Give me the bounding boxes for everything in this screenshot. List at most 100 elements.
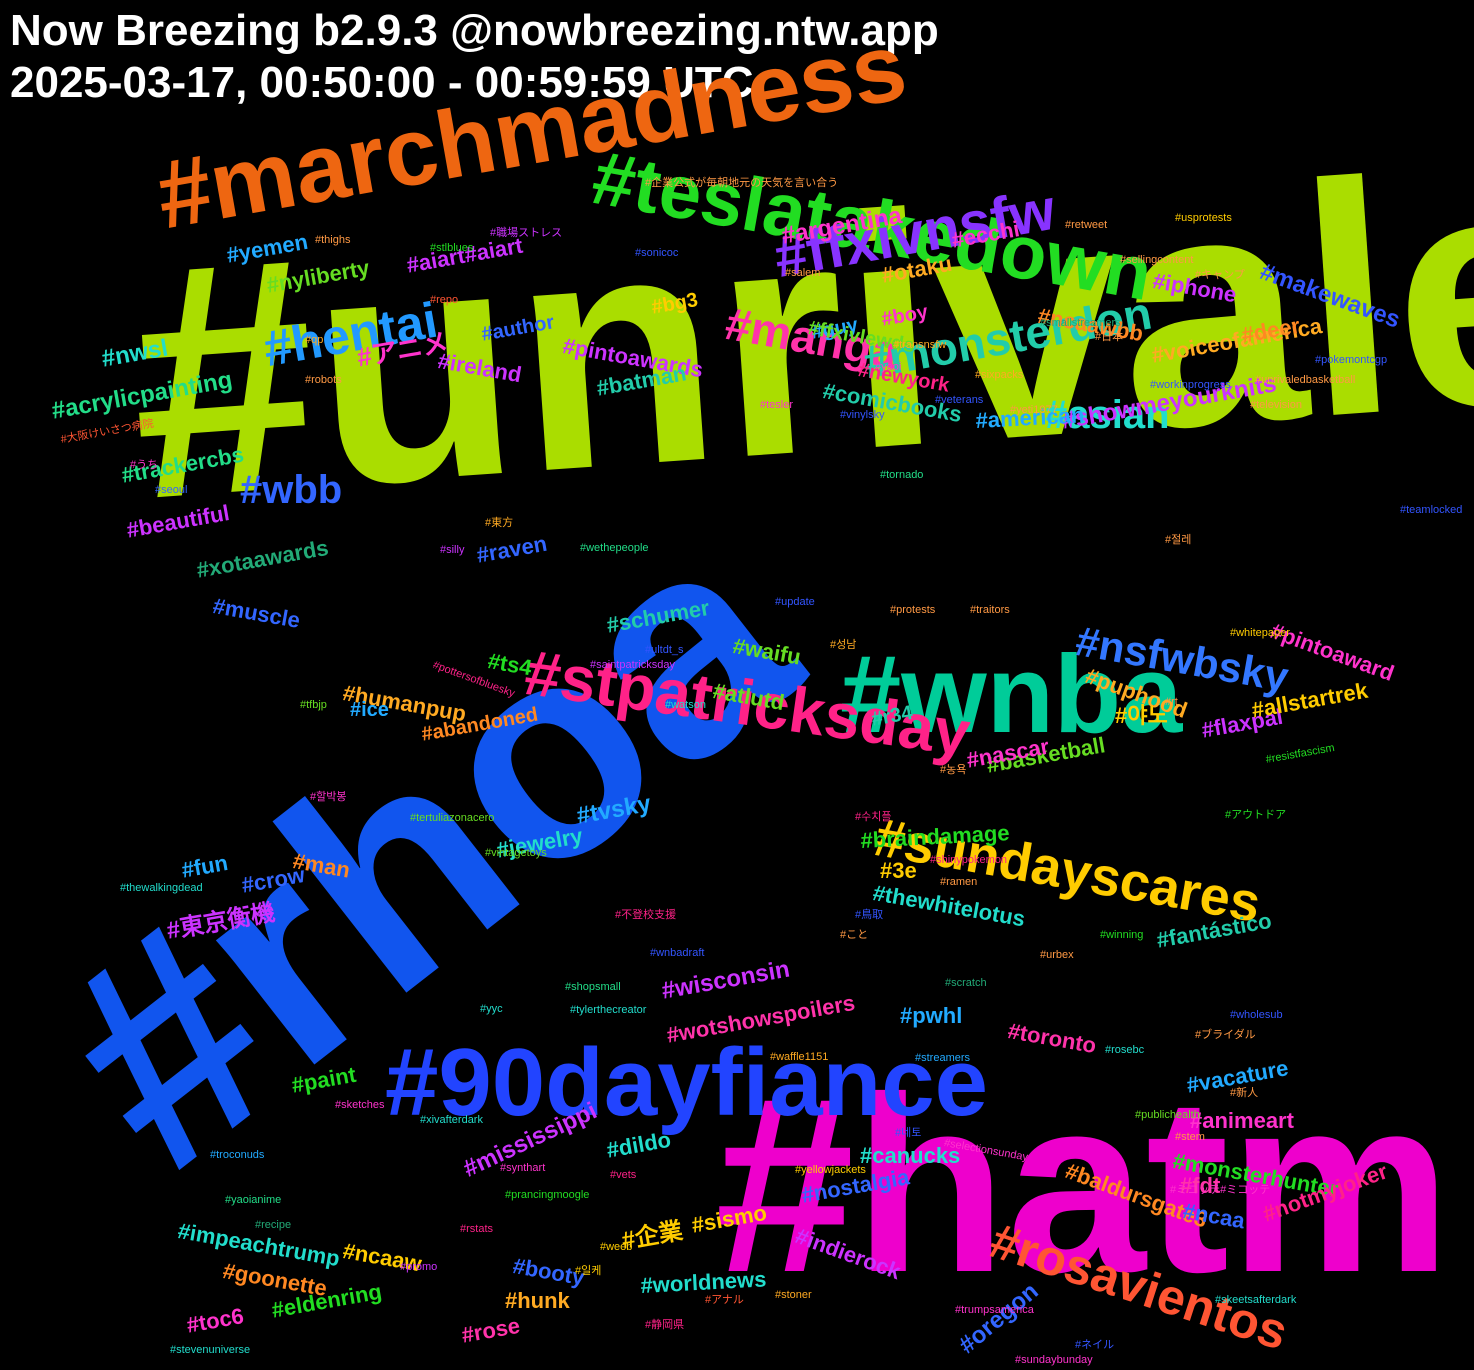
tag-small-21[interactable]: #うち <box>130 459 159 471</box>
tag-hunk[interactable]: #hunk <box>505 1288 570 1313</box>
tag-canucks[interactable]: #canucks <box>860 1143 961 1168</box>
tag-animeart[interactable]: #animeart <box>1190 1108 1294 1133</box>
tag-small-98[interactable]: #robots <box>305 374 342 386</box>
tag-small-56[interactable]: #shopsmall <box>565 981 621 993</box>
tag-small-79[interactable]: #recipe <box>255 1219 292 1231</box>
tag-small-93[interactable]: #thighs <box>315 234 351 246</box>
tag-small-10[interactable]: #pokemontcgp <box>1315 354 1388 366</box>
tag-small-81[interactable]: #weeb <box>600 1241 633 1253</box>
tag-small-70[interactable]: #네토 <box>895 1127 922 1139</box>
tag-small-55[interactable]: #urbex <box>1040 949 1074 961</box>
tag-small-29[interactable]: #update <box>775 596 815 608</box>
tag-small-24[interactable]: #teamlocked <box>1400 504 1463 516</box>
tag-small-40[interactable]: #resistfascism <box>1264 741 1336 766</box>
tag-small-4[interactable]: #retweet <box>1065 219 1108 231</box>
tag-small-89[interactable]: #stevenuniverse <box>170 1344 251 1356</box>
tag-small-67[interactable]: #xivafterdark <box>420 1114 483 1126</box>
tag-small-13[interactable]: #sixpacks <box>975 369 1024 381</box>
tag-wbb[interactable]: #wbb <box>240 468 343 512</box>
tag-small-96[interactable]: #repo <box>430 294 459 306</box>
tag-small-88[interactable]: #静岡県 <box>645 1319 685 1331</box>
tag-small-30[interactable]: #protests <box>890 604 936 616</box>
tag-small-68[interactable]: #publichealth <box>1135 1109 1200 1121</box>
tag-wisconsin[interactable]: #wisconsin <box>659 955 792 1005</box>
tag-hatm[interactable]: #hatm <box>715 1045 1452 1324</box>
tag-small-38[interactable]: #rt <box>1165 696 1178 708</box>
tag-small-33[interactable]: #성남 <box>830 639 857 651</box>
tag-asian[interactable]: #asian <box>1045 393 1170 437</box>
tag-small-66[interactable]: #sketches <box>335 1099 385 1111</box>
tag-rose[interactable]: #rose <box>459 1312 522 1348</box>
tag-small-87[interactable]: #trumpsamerica <box>955 1304 1034 1316</box>
tag-small-26[interactable]: #절레 <box>1165 534 1192 546</box>
tag-toc6[interactable]: #toc6 <box>184 1303 246 1338</box>
tag-small-84[interactable]: #stoner <box>775 1289 812 1301</box>
tag-small-42[interactable]: #할박봉 <box>310 791 347 803</box>
tag-small-18[interactable]: #television <box>1250 399 1302 411</box>
tag-small-12[interactable]: #unrivaledbasketball <box>1255 374 1356 386</box>
tag-wnba[interactable]: #wnba <box>840 633 1183 756</box>
tag-pwhl[interactable]: #pwhl <box>900 1003 963 1028</box>
tag-small-90[interactable]: #ネイル <box>1075 1339 1115 1351</box>
tag-small-27[interactable]: #silly <box>440 544 465 556</box>
tag-small-14[interactable]: #yaoi <box>875 361 902 373</box>
tag-3e[interactable]: #3e <box>880 858 917 883</box>
tag-small-60[interactable]: #wholesub <box>1230 1009 1283 1021</box>
tag-small-39[interactable]: #tfbjp <box>300 699 327 711</box>
tag-small-5[interactable]: #sellingcontent <box>1120 254 1194 266</box>
tag-small-94[interactable]: #sonicoc <box>635 247 679 259</box>
tag-small-62[interactable]: #waffle1151 <box>770 1051 829 1063</box>
tag-small-97[interactable]: #qp <box>305 334 324 346</box>
tag-small-17[interactable]: #yeti1977 <box>1010 404 1058 416</box>
tag-small-71[interactable]: #troconuds <box>210 1149 265 1161</box>
tag-small-41[interactable]: #농욕 <box>940 764 967 776</box>
tag-small-64[interactable]: #streamers <box>915 1052 971 1064</box>
tag-small-61[interactable]: #ブライダル <box>1195 1029 1256 1041</box>
tag-small-2[interactable]: #職場ストレス <box>490 227 563 239</box>
tag-small-76[interactable]: #ミコッテ#ミコッテ <box>1170 1184 1271 1196</box>
tag-muscle[interactable]: #muscle <box>211 593 303 633</box>
tag-small-22[interactable]: #seoul <box>155 484 188 496</box>
tag-small-37[interactable]: #watson <box>665 699 706 711</box>
tag-small-45[interactable]: #tertuliazonacero <box>410 812 495 824</box>
tag-small-16[interactable]: #vinylsky <box>840 409 885 421</box>
tag-small-8[interactable]: #日本 <box>1095 331 1124 343</box>
tag-small-49[interactable]: #ramen <box>940 876 978 888</box>
tag-small-58[interactable]: #yyc <box>480 1003 503 1015</box>
tag-small-51[interactable]: #鳥取 <box>855 909 884 921</box>
tag-small-95[interactable]: #salem <box>785 267 821 279</box>
tag-small-28[interactable]: #wethepeople <box>580 542 649 554</box>
tag-small-25[interactable]: #東方 <box>485 517 514 529</box>
tag-small-54[interactable]: #wnbadraft <box>650 947 705 959</box>
tag-small-78[interactable]: #yaoianime <box>225 1194 282 1206</box>
tag-small-53[interactable]: #winning <box>1100 929 1144 941</box>
tag-small-50[interactable]: #不登校支援 <box>615 909 677 921</box>
tag-small-19[interactable]: #tesler <box>760 399 794 411</box>
tag-small-74[interactable]: #vets <box>610 1169 637 1181</box>
tag-small-63[interactable]: #rosebc <box>1105 1044 1145 1056</box>
tag-small-77[interactable]: #prancingmoogle <box>505 1189 590 1201</box>
tag-small-92[interactable]: #stlblues <box>430 242 474 254</box>
tag-small-83[interactable]: #일케 <box>575 1265 602 1277</box>
tag-small-6[interactable]: #キャンプ <box>1195 269 1245 281</box>
tag-small-44[interactable]: #アウトドア <box>1225 809 1287 821</box>
tag-small-35[interactable]: #saintpatricksday <box>590 659 675 671</box>
tag-fdt[interactable]: #fdt <box>1180 1173 1221 1198</box>
tag-small-59[interactable]: #tylerthecreator <box>570 1004 647 1016</box>
tag-90dayfiance[interactable]: #90dayfiance <box>385 1029 989 1136</box>
tag-yano[interactable]: #야노 <box>1115 703 1168 728</box>
tag-small-9[interactable]: #transnsfw <box>893 339 947 351</box>
tag-small-57[interactable]: #scratch <box>945 977 987 989</box>
tag-small-47[interactable]: #shinypokemon <box>930 854 1008 866</box>
tag-small-85[interactable]: #アナル <box>705 1294 744 1306</box>
tag-small-46[interactable]: #vintagetoys <box>485 847 547 859</box>
tag-small-15[interactable]: #veterans <box>935 394 984 406</box>
tag-small-34[interactable]: #ultdt_s <box>645 644 684 656</box>
tag-small-65[interactable]: #新人 <box>1230 1087 1259 1099</box>
tag-small-73[interactable]: #synthart <box>500 1162 546 1174</box>
tag-small-48[interactable]: #thewalkingdead <box>120 882 203 894</box>
tag-small-43[interactable]: #수치플 <box>855 811 892 823</box>
tag-small-80[interactable]: #rstats <box>460 1223 494 1235</box>
tag-small-3[interactable]: #usprotests <box>1175 212 1232 224</box>
tag-small-75[interactable]: #yellowjackets <box>795 1164 866 1176</box>
